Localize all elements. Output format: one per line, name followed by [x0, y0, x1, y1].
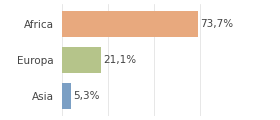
Text: 21,1%: 21,1%: [103, 55, 136, 65]
Text: 5,3%: 5,3%: [74, 91, 100, 101]
Bar: [62, 11, 198, 37]
Bar: [62, 47, 101, 73]
Bar: [62, 83, 71, 109]
Text: 73,7%: 73,7%: [200, 19, 233, 29]
